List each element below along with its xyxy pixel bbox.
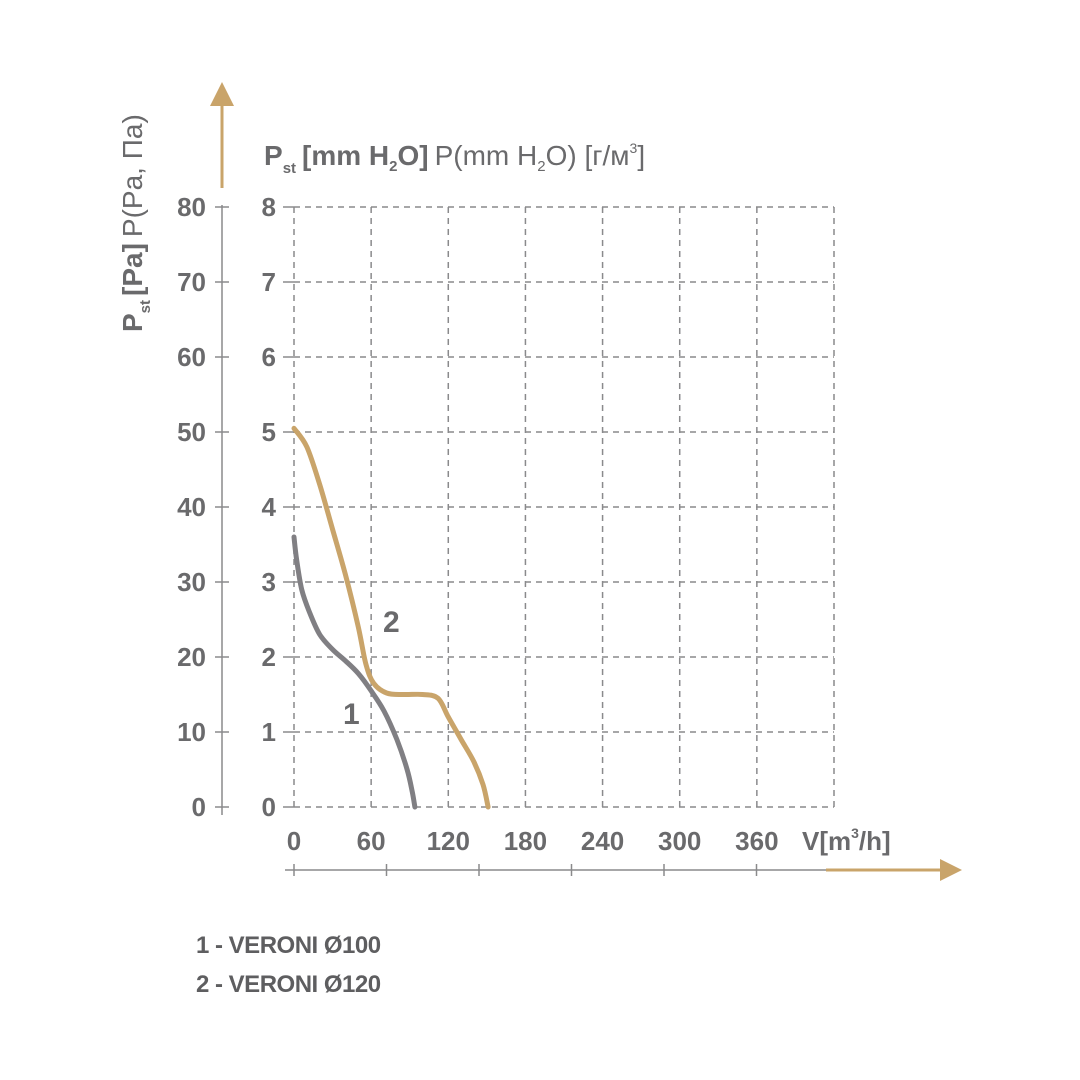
x-tick-label: 360 <box>735 826 778 856</box>
y-axis-title-pa-main: P <box>117 313 148 332</box>
y-axis-title-mmh2o: Pst [mm H2O] P(mm H2O) [г/м3] <box>264 140 645 177</box>
y-axis-title-mmh2o-sub: st <box>283 160 296 177</box>
y-axis-title-mmh2o-unit-pre: [mm H <box>302 140 389 171</box>
y-tick-label-mmh2o: 1 <box>262 717 276 747</box>
legend-item-2: 2 - VERONI Ø120 <box>196 971 381 998</box>
x-tick-label: 240 <box>581 826 624 856</box>
x-axis-arrow-head <box>940 859 962 881</box>
y-tick-label-mmh2o: 7 <box>262 267 276 297</box>
curve-label-1: 1 <box>343 698 360 731</box>
y-axis-title-mmh2o-extra-post: ] <box>637 140 645 171</box>
y-axis-title-mmh2o-extra-mid: O) [г/м <box>546 140 630 171</box>
axis-ticks <box>215 206 758 876</box>
x-axis-title: V[m3/h] <box>802 825 891 856</box>
y-axis-title-mmh2o-extra-sup: 3 <box>630 140 638 156</box>
y-axis-title-mmh2o-extra-pre: P(mm H <box>435 140 538 171</box>
y-tick-label-mmh2o: 2 <box>262 642 276 672</box>
y-axis-title-pa-extra: P(Pa, Па) <box>117 114 148 237</box>
y-tick-label-mmh2o: 5 <box>262 417 276 447</box>
y-tick-label-pa: 50 <box>177 417 206 447</box>
x-tick-label: 60 <box>357 826 386 856</box>
legend-item-1: 1 - VERONI Ø100 <box>196 932 381 959</box>
y-axis-title-mmh2o-main: P <box>264 140 283 171</box>
axis-arrows <box>210 82 962 881</box>
y-tick-label-pa: 60 <box>177 342 206 372</box>
y-axis-title-pa: Pst [Pa] P(Pa, Па) <box>117 114 154 332</box>
y-axis-title-pa-unit: [Pa] <box>117 243 148 296</box>
grid <box>293 206 835 808</box>
x-tick-label: 300 <box>658 826 701 856</box>
x-axis-title-post: /h] <box>859 826 891 856</box>
y-axis-title-mmh2o-unit-sub: 2 <box>389 158 397 175</box>
y-tick-label-mmh2o: 8 <box>262 192 276 222</box>
y-tick-label-mmh2o: 3 <box>262 567 276 597</box>
y-tick-label-mmh2o: 6 <box>262 342 276 372</box>
x-axis-title-sup: 3 <box>851 825 859 841</box>
y-axis-title-pa-sub: st <box>137 300 154 313</box>
y-tick-label-pa: 70 <box>177 267 206 297</box>
y-tick-label-pa: 20 <box>177 642 206 672</box>
curve-label-2: 2 <box>383 606 400 639</box>
y-tick-label-pa: 40 <box>177 492 206 522</box>
series-line-2 <box>291 425 491 810</box>
y-tick-label-mmh2o: 0 <box>262 792 276 822</box>
y-tick-label-mmh2o: 4 <box>262 492 277 522</box>
series-lines <box>291 425 491 810</box>
y-tick-label-pa: 10 <box>177 717 206 747</box>
x-axis-title-pre: V[m <box>802 826 851 856</box>
series-line-1 <box>291 534 418 810</box>
x-tick-label: 180 <box>504 826 547 856</box>
y-tick-label-pa: 80 <box>177 192 206 222</box>
y-axis-arrow-head <box>210 82 234 106</box>
y-axis-title-mmh2o-extra-sub: 2 <box>537 158 545 175</box>
y-axis-title-mmh2o-unit-post: O] <box>398 140 429 171</box>
y-tick-label-pa: 30 <box>177 567 206 597</box>
x-tick-label: 120 <box>427 826 470 856</box>
x-tick-label: 0 <box>287 826 301 856</box>
y-tick-label-pa: 0 <box>192 792 206 822</box>
